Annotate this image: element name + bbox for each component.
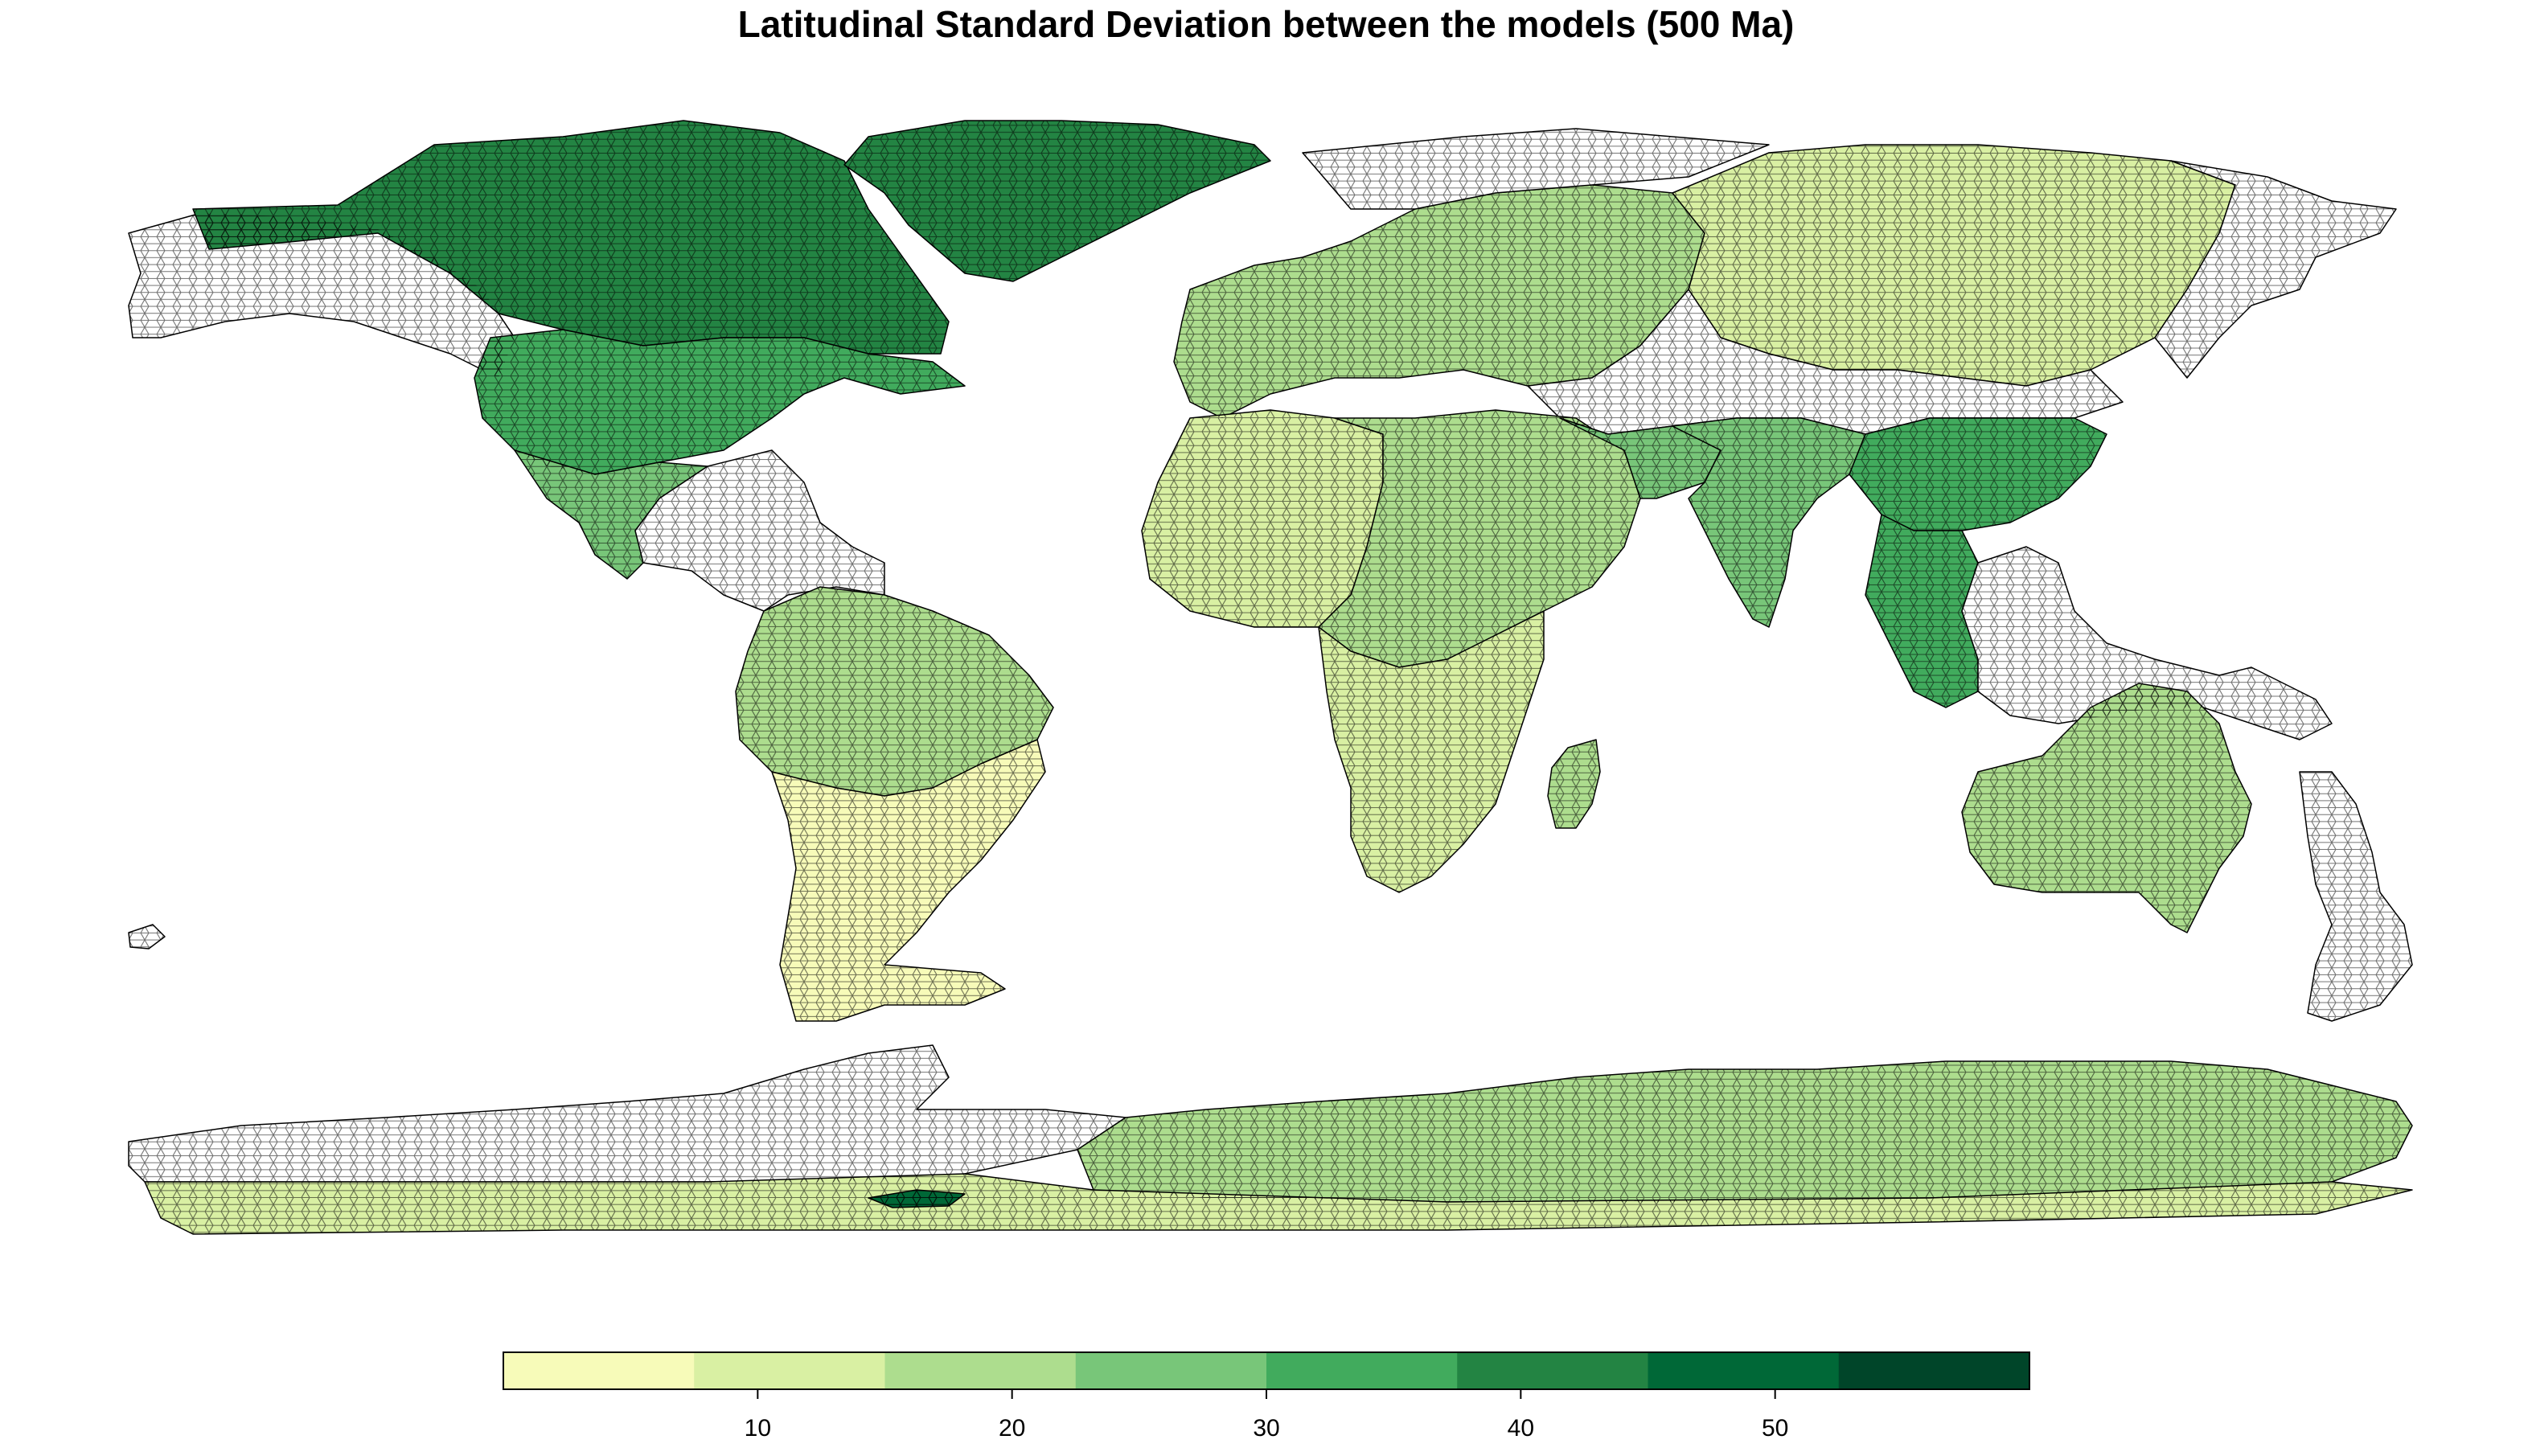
hex-grid-europe — [1174, 185, 1705, 418]
hex-grid-siberia — [1672, 145, 2235, 386]
legend-swatch — [503, 1352, 695, 1389]
hex-grid-southern-africa — [1319, 611, 1544, 892]
hex-grid-south-america-south — [772, 740, 1045, 1021]
legend-tick-label: 30 — [1253, 1415, 1279, 1442]
hex-grid-central-africa — [1319, 410, 1640, 667]
hex-grid-central-asia — [1528, 289, 2123, 434]
hex-grid-antarctica-hotspot — [868, 1190, 965, 1208]
hex-grid-indonesia — [1962, 547, 2332, 740]
legend-swatch — [1838, 1352, 2030, 1389]
hex-grid-east-asia — [1849, 418, 2107, 531]
legend-swatch — [884, 1352, 1077, 1389]
hex-grid-southeast-asia — [1865, 515, 1978, 707]
map-title: Latitudinal Standard Deviation between t… — [737, 3, 1795, 45]
hex-grid-north-africa-west — [1142, 410, 1383, 627]
hex-grid-arctic-russia — [1303, 129, 1769, 209]
legend-tick-label: 10 — [745, 1415, 771, 1442]
hex-grid-australia — [1962, 683, 2251, 933]
hex-grid-greenland — [844, 121, 1270, 281]
legend-swatch — [1266, 1352, 1458, 1389]
hex-grid-central-america — [635, 450, 884, 611]
hex-grid-middle-east — [1560, 418, 1721, 498]
legend-tick-label: 20 — [999, 1415, 1025, 1442]
color-legend: 10 20 30 40 50 — [503, 1351, 2030, 1442]
hexagon-grid-overlay — [129, 121, 2412, 1234]
legend-swatch — [1075, 1352, 1267, 1389]
hex-grid-antarctica-east — [1077, 1061, 2412, 1202]
hex-grid-small-island — [129, 925, 165, 949]
hex-grid-north-america-central — [474, 330, 965, 474]
legend-tick-label: 50 — [1762, 1415, 1788, 1442]
legend-swatch — [1648, 1352, 1840, 1389]
hex-grid-new-zealand — [2300, 772, 2412, 1021]
hex-grid-madagascar — [1548, 740, 1600, 828]
hex-grid-india — [1672, 418, 1865, 627]
legend-swatch — [1457, 1352, 1648, 1389]
hex-grid-antarctic-base — [145, 1174, 2412, 1234]
hex-grid-far-east-russia — [2155, 161, 2396, 378]
hex-grid-antarctica-west — [129, 1045, 1126, 1182]
hex-grid-south-america-north — [736, 587, 1053, 796]
hex-grid-north-america-north — [193, 121, 949, 354]
hex-grid-north-america-south — [515, 450, 708, 579]
legend-tick-label: 40 — [1508, 1415, 1534, 1442]
legend-swatch — [694, 1352, 885, 1389]
